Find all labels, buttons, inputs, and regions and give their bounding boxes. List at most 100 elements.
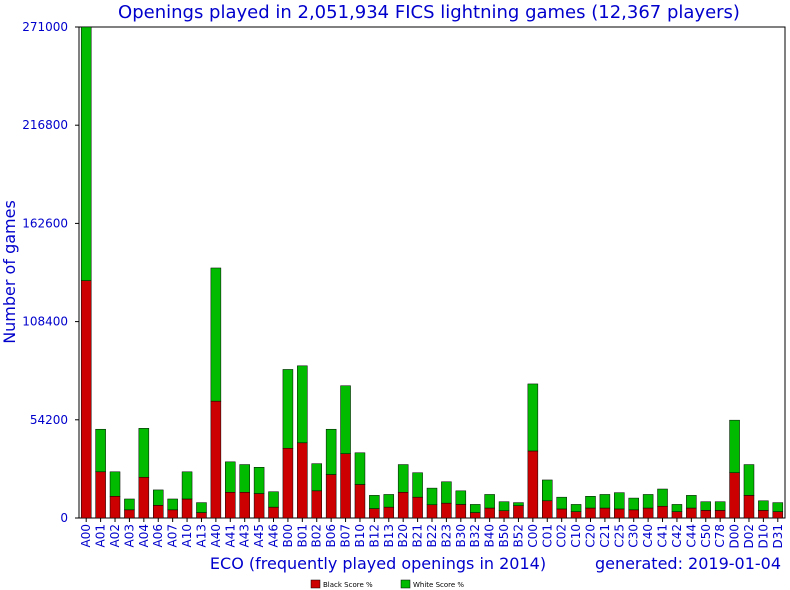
y-tick-label: 108400 <box>22 315 68 329</box>
x-tick-label: A13 <box>194 524 208 547</box>
bar-black-B02 <box>311 490 322 519</box>
bar-black-B00 <box>282 447 294 519</box>
x-tick-label: D10 <box>756 524 770 549</box>
x-tick-label: B00 <box>281 524 295 548</box>
bar-white-C42 <box>671 504 683 512</box>
bar-white-C00 <box>527 383 539 452</box>
bar-white-C41 <box>657 488 668 507</box>
x-tick-label: B23 <box>439 524 453 548</box>
bar-black-A02 <box>109 496 121 519</box>
bar-white-B01 <box>297 365 308 444</box>
bar-white-B21 <box>412 472 423 498</box>
bar-black-C25 <box>614 508 625 519</box>
bar-white-C30 <box>628 497 639 511</box>
bar-white-A10 <box>181 471 193 500</box>
bar-white-C44 <box>686 495 697 509</box>
bar-black-C40 <box>642 507 654 519</box>
bar-white-A03 <box>124 498 135 511</box>
bar-white-B32 <box>469 504 481 513</box>
x-tick-label: C44 <box>684 524 698 548</box>
x-tick-label: C01 <box>540 524 554 548</box>
x-tick-label: B02 <box>310 524 324 548</box>
bar-white-A46 <box>268 491 279 508</box>
bar-white-A13 <box>196 502 207 513</box>
x-tick-label: B13 <box>382 524 396 548</box>
x-tick-label: A43 <box>238 524 252 547</box>
bar-black-B23 <box>441 502 452 519</box>
x-tick-label: C40 <box>641 524 655 548</box>
bar-black-B10 <box>354 484 366 519</box>
bar-white-B02 <box>311 463 322 492</box>
y-tick-label: 216800 <box>22 118 68 132</box>
x-axis: A00 A01 A02 A03 A04 A06 A07 A10 A13 A40 A41 A43 A45 A… <box>79 518 785 549</box>
chart-title: Openings played in 2,051,934 FICS lightn… <box>118 2 740 23</box>
x-tick-label: C30 <box>627 524 641 548</box>
legend-swatch-white <box>400 579 411 589</box>
bar-white-D00 <box>729 419 740 473</box>
bar-black-A04 <box>138 476 150 519</box>
x-tick-label: A04 <box>137 524 151 547</box>
bar-black-A03 <box>124 509 135 519</box>
x-tick-label: B52 <box>511 524 525 548</box>
bar-black-B13 <box>383 506 395 519</box>
x-tick-label: A01 <box>94 524 108 547</box>
bar-black-B50 <box>498 510 510 519</box>
bar-black-C50 <box>700 510 712 519</box>
bar-white-C20 <box>585 496 596 509</box>
x-tick-label: C50 <box>699 524 713 548</box>
x-tick-label: A00 <box>79 524 93 547</box>
legend-label-white: White Score % <box>413 581 464 589</box>
bar-black-A40 <box>210 400 222 519</box>
bar-white-C25 <box>614 492 625 510</box>
x-tick-label: B01 <box>295 524 309 548</box>
bar-black-D02 <box>743 495 755 519</box>
bar-black-C00 <box>527 450 539 519</box>
bar-black-D31 <box>772 511 784 519</box>
bar-black-B30 <box>455 504 467 519</box>
bar-white-A40 <box>210 267 222 402</box>
legend: Black Score % White Score % <box>310 579 464 589</box>
bar-white-B00 <box>282 369 294 449</box>
y-tick-label: 54200 <box>30 413 68 427</box>
y-tick-label: 162600 <box>22 216 68 230</box>
bar-black-A10 <box>181 498 193 519</box>
x-tick-label: B20 <box>396 524 410 548</box>
bar-white-C02 <box>556 496 567 510</box>
legend-label-black: Black Score % <box>323 581 373 589</box>
bar-black-C20 <box>585 507 596 519</box>
bar-black-A43 <box>239 492 250 519</box>
plot-border <box>78 26 786 519</box>
bar-white-B13 <box>383 494 395 508</box>
bar-black-D00 <box>729 472 740 519</box>
bar-white-C10 <box>570 504 582 512</box>
bar-white-C21 <box>599 494 611 509</box>
bar-black-C78 <box>714 510 726 519</box>
bar-black-A45 <box>253 493 265 519</box>
bar-black-C30 <box>628 509 639 519</box>
y-tick-label: 271000 <box>22 20 68 34</box>
x-tick-label: A46 <box>267 524 281 547</box>
x-tick-label: B32 <box>468 524 482 548</box>
bar-black-C02 <box>556 508 567 519</box>
bar-white-B20 <box>397 464 409 493</box>
bar-black-A00 <box>80 280 92 519</box>
bar-black-C21 <box>599 507 611 519</box>
bar-black-A07 <box>167 509 178 519</box>
x-tick-label: C42 <box>670 524 684 548</box>
bar-black-B20 <box>397 492 409 519</box>
x-tick-label: B12 <box>367 524 381 548</box>
bar-white-C40 <box>642 494 654 509</box>
bar-white-D10 <box>758 500 769 511</box>
bar-black-A01 <box>95 471 106 519</box>
bar-white-D31 <box>772 502 784 512</box>
x-tick-label: B21 <box>411 524 425 548</box>
x-tick-label: C41 <box>656 524 670 548</box>
x-tick-label: C21 <box>598 524 612 548</box>
x-tick-label: D31 <box>771 524 785 549</box>
x-tick-label: C20 <box>583 524 597 548</box>
bar-black-A46 <box>268 506 279 519</box>
bar-white-A00 <box>80 26 92 281</box>
bar-black-B12 <box>369 508 380 519</box>
x-tick-label: C02 <box>555 524 569 548</box>
